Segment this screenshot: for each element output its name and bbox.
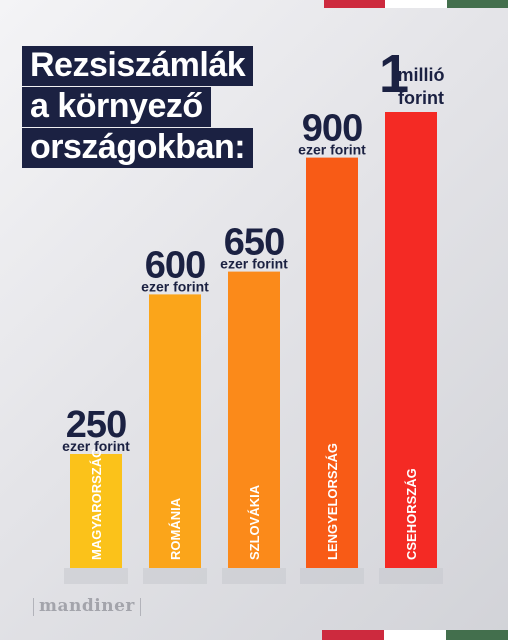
category-label: SZLOVÁKIA	[247, 484, 262, 560]
value-label-unit: ezer forint	[298, 142, 366, 158]
flag-red-stripe	[322, 630, 384, 640]
title-line-3: országokban:	[22, 128, 254, 168]
bar-2	[149, 294, 201, 568]
flag-white-stripe	[384, 630, 446, 640]
brand-name: mandiner	[39, 596, 135, 616]
value-label-unit-top: millió	[397, 65, 444, 85]
brand-divider-right	[139, 597, 141, 616]
bar-shadow	[222, 568, 286, 584]
title-line-1: Rezsiszámlák	[22, 46, 254, 86]
category-label: ROMÁNIA	[168, 497, 183, 560]
bar-shadow	[143, 568, 207, 584]
value-label-unit: ezer forint	[141, 278, 209, 294]
brand-divider-left	[33, 597, 34, 616]
title-line-2: a környező	[22, 87, 211, 127]
flag-white-stripe	[385, 0, 447, 8]
chart-title: Rezsiszámlák a környező országokban:	[22, 46, 254, 169]
value-label-number: 650	[224, 222, 284, 264]
category-label: LENGYELORSZÁG	[325, 443, 340, 560]
flag-red-stripe	[324, 0, 386, 8]
value-label-unit: ezer forint	[220, 256, 288, 272]
bar-shadow	[300, 568, 364, 584]
value-label-unit: ezer forint	[62, 438, 130, 454]
bar-5	[385, 112, 437, 568]
bar-1	[70, 454, 122, 568]
bar-shadow	[379, 568, 443, 584]
value-label-number: 600	[145, 244, 205, 286]
value-label-number: 250	[66, 404, 126, 446]
bar-shadow	[64, 568, 128, 584]
flag-stripe-top	[324, 0, 508, 8]
bar-3	[228, 271, 280, 568]
flag-green-stripe	[446, 630, 508, 640]
value-label-number: 900	[302, 108, 362, 150]
category-label: MAGYARORSZÁG	[89, 448, 104, 560]
bar-4	[306, 157, 358, 568]
flag-stripe-bottom	[322, 630, 508, 640]
brand-logo: mandiner	[28, 596, 146, 616]
category-label: CSEHORSZÁG	[404, 468, 419, 560]
value-label-number: 1	[379, 44, 408, 104]
value-label-unit: forint	[398, 88, 444, 108]
flag-green-stripe	[446, 0, 508, 8]
